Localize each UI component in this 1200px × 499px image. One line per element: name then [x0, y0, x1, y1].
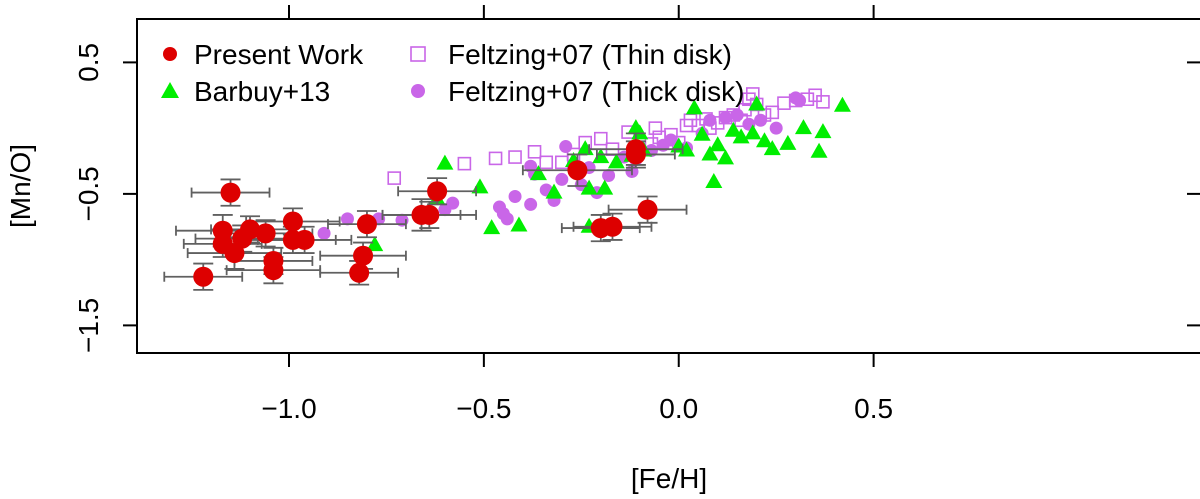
- legend-marker: [161, 82, 179, 98]
- legend-entry-present: Present Work: [163, 39, 364, 70]
- present-work-point: [282, 211, 303, 232]
- thin-disk-point: [488, 151, 503, 166]
- present-work-point: [567, 160, 588, 181]
- x-tick-label: −1.0: [261, 393, 316, 424]
- barbuy-point: [545, 183, 563, 199]
- y-tick-label: 0.5: [73, 43, 104, 82]
- legend-entry-barbuy: Barbuy+13: [161, 76, 330, 107]
- barbuy-point: [596, 179, 614, 195]
- thick-disk-point: [340, 212, 354, 226]
- barbuy-point: [732, 128, 750, 144]
- legend-label: Feltzing+07 (Thick disk): [448, 76, 744, 107]
- y-axis-title: [Mn/O]: [5, 144, 36, 228]
- thin-disk-point: [508, 150, 522, 164]
- x-tick-label: 0.5: [854, 393, 893, 424]
- thick-disk-point: [754, 113, 768, 127]
- barbuy-point: [748, 95, 766, 111]
- present-work-point: [356, 214, 377, 235]
- present-work-point: [602, 216, 623, 237]
- thick-disk-point: [559, 140, 573, 154]
- legend-marker: [410, 46, 426, 62]
- thick-disk-point: [555, 172, 569, 186]
- barbuy-point: [483, 219, 501, 235]
- y-tick-label: −1.5: [73, 298, 104, 353]
- barbuy-point: [779, 134, 797, 150]
- axes: −1.0 −0.5 0.0 0.5 0.5 −0.5 −1.5: [73, 5, 1200, 424]
- legend: Present Work Barbuy+13 Feltzing+07 (Thin d…: [161, 39, 744, 107]
- legend-entry-thick: Feltzing+07 (Thick disk): [411, 76, 744, 107]
- barbuy-point: [529, 165, 547, 181]
- present-work-point: [240, 219, 261, 240]
- present-work-point: [220, 182, 241, 203]
- thin-disk-point: [648, 121, 663, 135]
- present-work-point: [637, 199, 658, 220]
- barbuy-point: [724, 121, 742, 137]
- barbuy-point: [814, 123, 832, 139]
- thick-disk-point: [664, 133, 678, 147]
- thick-disk-point: [602, 168, 616, 182]
- thin-disk-point: [777, 96, 791, 110]
- thin-disk-point: [387, 171, 402, 185]
- x-axis-title: [Fe/H]: [631, 463, 707, 494]
- present-work-point: [193, 266, 214, 287]
- present-work-point: [349, 262, 370, 283]
- barbuy-point: [794, 119, 812, 135]
- legend-label: Feltzing+07 (Thin disk): [448, 39, 732, 70]
- present-work-point: [427, 181, 448, 202]
- barbuy-point: [810, 142, 828, 158]
- barbuy-point: [693, 125, 711, 141]
- legend-marker: [411, 84, 425, 98]
- present-work-point: [255, 223, 276, 244]
- legend-marker: [163, 47, 177, 61]
- series-thick: [317, 91, 807, 240]
- thick-disk-point: [730, 108, 744, 122]
- thin-disk-point: [593, 131, 608, 146]
- barbuy-point: [755, 132, 773, 148]
- barbuy-point: [366, 236, 384, 252]
- thick-disk-point: [793, 94, 807, 108]
- barbuy-point: [717, 149, 735, 165]
- thin-disk-point: [816, 95, 830, 109]
- plot-area: [163, 87, 851, 291]
- legend-label: Barbuy+13: [194, 76, 330, 107]
- series-present: [163, 132, 688, 291]
- thick-disk-point: [508, 190, 522, 204]
- thick-disk-point: [703, 113, 717, 127]
- present-work-point: [419, 204, 440, 225]
- plot-frame: [136, 18, 1200, 354]
- barbuy-point: [763, 140, 781, 156]
- thin-disk-point: [765, 105, 780, 120]
- barbuy-point: [701, 145, 719, 161]
- barbuy-point: [833, 96, 851, 112]
- thick-disk-point: [317, 226, 331, 240]
- thin-disk-point: [527, 145, 542, 159]
- thick-disk-point: [524, 197, 538, 211]
- y-tick-label: −0.5: [73, 166, 104, 221]
- present-work-point: [353, 245, 374, 266]
- x-tick-label: 0.0: [659, 393, 698, 424]
- thick-disk-point: [500, 212, 514, 226]
- thin-disk-point: [539, 155, 554, 170]
- barbuy-point: [705, 173, 723, 189]
- x-tick-label: −0.5: [456, 393, 511, 424]
- barbuy-point: [580, 179, 598, 195]
- thick-disk-point: [446, 196, 460, 210]
- barbuy-point: [709, 136, 727, 152]
- thick-disk-point: [719, 111, 733, 125]
- legend-entry-thin: Feltzing+07 (Thin disk): [410, 39, 732, 70]
- present-work-point: [625, 144, 646, 165]
- present-work-point: [263, 260, 284, 281]
- present-work-point: [294, 229, 315, 250]
- barbuy-point: [744, 124, 762, 140]
- legend-label: Present Work: [194, 39, 364, 70]
- thin-disk-point: [457, 156, 472, 171]
- barbuy-point: [685, 99, 703, 115]
- thick-disk-point: [769, 121, 783, 135]
- thin-disk-point: [745, 87, 760, 101]
- barbuy-point: [607, 153, 625, 169]
- barbuy-point: [510, 216, 528, 232]
- barbuy-point: [436, 154, 454, 170]
